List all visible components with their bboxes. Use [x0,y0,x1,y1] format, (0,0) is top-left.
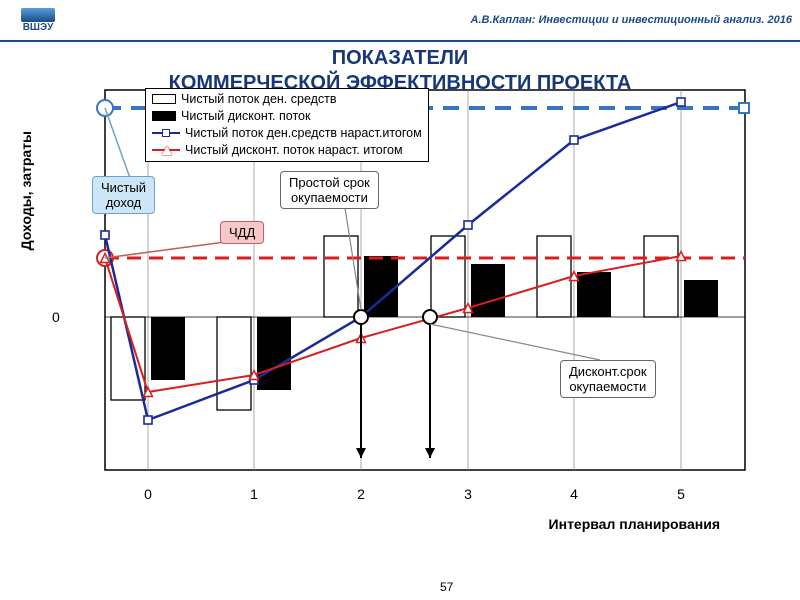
x-tick-label: 0 [144,486,152,502]
legend-item-red-line: Чистый дисконт. поток нараст. итогом [152,142,422,159]
callout-disc-payback: Дисконт.срококупаемости [560,360,656,398]
legend-label: Чистый поток ден.средств нараст.итогом [185,125,422,142]
title-line-1: ПОКАЗАТЕЛИ [332,47,469,69]
callout-text: Чистыйдоход [101,180,146,210]
legend-item-blue-line: Чистый поток ден.средств нараст.итогом [152,125,422,142]
x-axis-label: Интервал планирования [549,516,720,532]
legend: Чистый поток ден. средств Чистый дисконт… [145,88,429,162]
x-tick-label: 5 [677,486,685,502]
legend-item-solid-bar: Чистый дисконт. поток [152,108,422,125]
legend-label: Чистый поток ден. средств [181,91,337,108]
logo-icon [21,8,55,22]
legend-swatch-red-line-icon [152,149,180,151]
y-tick-zero: 0 [52,309,60,325]
callout-text: Простой срококупаемости [289,175,370,205]
legend-swatch-outline-icon [152,94,176,104]
legend-swatch-solid-icon [152,111,176,121]
callout-text: Дисконт.срококупаемости [569,364,647,394]
x-tick-label: 3 [464,486,472,502]
header: ВШЭУ А.В.Каплан: Инвестиции и инвестицио… [0,0,800,42]
callout-text: ЧДД [229,225,255,240]
logo-text: ВШЭУ [23,22,54,33]
x-tick-label: 4 [570,486,578,502]
legend-swatch-blue-line-icon [152,132,180,134]
y-axis-label: Доходы, затраты [18,131,34,250]
callout-npv: ЧДД [220,221,264,244]
callout-simple-payback: Простой срококупаемости [280,171,379,209]
chart-area: Доходы, затраты Чистый поток ден. средст… [70,80,770,540]
callout-income: Чистыйдоход [92,176,155,214]
x-tick-label: 1 [250,486,258,502]
logo: ВШЭУ [8,1,68,39]
x-tick-label: 2 [357,486,365,502]
legend-label: Чистый дисконт. поток нараст. итогом [185,142,403,159]
page-number: 57 [440,580,453,594]
legend-label: Чистый дисконт. поток [181,108,310,125]
legend-item-outline-bar: Чистый поток ден. средств [152,91,422,108]
header-right-text: А.В.Каплан: Инвестиции и инвестиционный … [471,14,792,26]
